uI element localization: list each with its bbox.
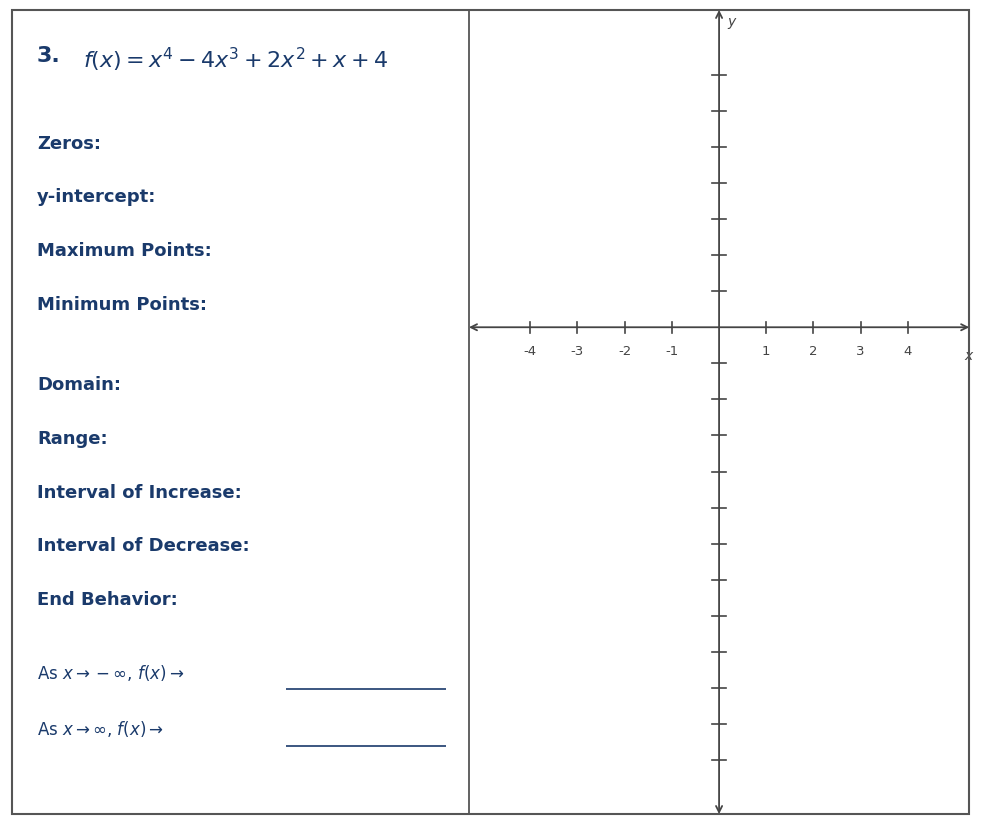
Text: x: x: [964, 349, 973, 363]
Text: Interval of Increase:: Interval of Increase:: [37, 484, 241, 502]
Text: -3: -3: [571, 345, 584, 358]
Text: Range:: Range:: [37, 429, 108, 447]
Text: -2: -2: [618, 345, 632, 358]
Text: 3: 3: [856, 345, 865, 358]
Text: Zeros:: Zeros:: [37, 134, 101, 152]
Text: End Behavior:: End Behavior:: [37, 592, 178, 609]
Text: Domain:: Domain:: [37, 376, 121, 394]
Text: Minimum Points:: Minimum Points:: [37, 296, 207, 314]
Text: -1: -1: [665, 345, 679, 358]
Text: 3.: 3.: [37, 46, 61, 66]
Text: 4: 4: [904, 345, 912, 358]
Text: $f(x) = x^4 - 4x^3 + 2x^2 + x + 4$: $f(x) = x^4 - 4x^3 + 2x^2 + x + 4$: [82, 46, 387, 74]
Text: Interval of Decrease:: Interval of Decrease:: [37, 537, 249, 555]
Text: 2: 2: [809, 345, 818, 358]
Text: -4: -4: [524, 345, 537, 358]
Text: y-intercept:: y-intercept:: [37, 189, 156, 207]
Text: As $x \rightarrow \infty$, $f(x) \rightarrow$: As $x \rightarrow \infty$, $f(x) \righta…: [37, 719, 164, 739]
Text: Maximum Points:: Maximum Points:: [37, 242, 212, 260]
Text: As $x \rightarrow -\infty$, $f(x) \rightarrow$: As $x \rightarrow -\infty$, $f(x) \right…: [37, 663, 184, 683]
Text: y: y: [728, 16, 736, 30]
Text: 1: 1: [762, 345, 770, 358]
